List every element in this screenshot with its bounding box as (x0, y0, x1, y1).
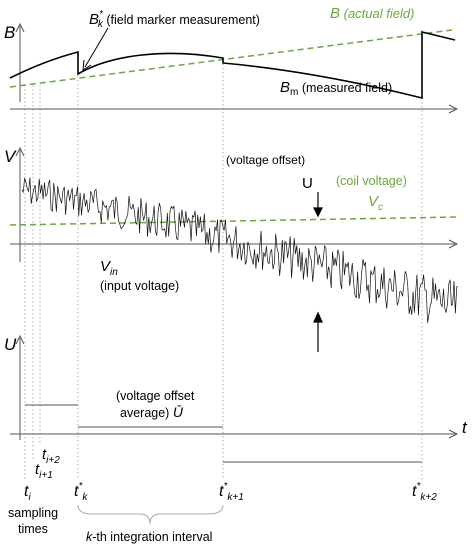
u-axis-arrow (15, 334, 25, 345)
marker-time-k: t*k (74, 481, 88, 503)
t-axis-arrow (448, 429, 459, 439)
sample-time-i1: ti+1 (35, 461, 53, 481)
b-axis-arrow (15, 22, 25, 33)
b-axis-h-arrow (448, 104, 459, 114)
offset-average-steps (25, 404, 422, 463)
field-marker-pointer (82, 27, 109, 71)
coil-voltage-symbol: Vc (368, 193, 383, 213)
field-marker-label: B* k (field marker measurement) (89, 9, 260, 30)
sample-time-i: ti (24, 483, 31, 503)
v-axis-arrow (15, 146, 25, 157)
input-voltage-symbol: Vin (100, 258, 118, 278)
v-axis-h-arrow (448, 239, 459, 249)
sample-time-i2: ti+2 (42, 446, 60, 466)
sampling-times-label-2: times (18, 522, 48, 536)
t-axis-label: t (462, 418, 468, 437)
marker-time-k1: t*k+1 (219, 481, 244, 503)
v-axis-label: V (4, 147, 17, 166)
voltage-offset-arrows (313, 192, 323, 352)
offset-average-line2: average) Ū (120, 404, 184, 420)
input-voltage-signal (21, 177, 459, 323)
measured-field-label: Bm (measured field) (280, 79, 392, 98)
marker-time-k2: t*k+2 (412, 481, 437, 503)
actual-field-line (9, 29, 453, 88)
b-axis-label: B (4, 23, 15, 42)
voltage-offset-desc: (voltage offset) (226, 153, 305, 167)
axes (10, 22, 459, 440)
offset-average-line1: (voltage offset (116, 389, 195, 403)
sampling-times-label-1: sampling (8, 506, 58, 520)
integration-interval-label: k-th integration interval (86, 530, 212, 544)
integration-interval-brace (77, 504, 224, 525)
u-axis-label: U (4, 335, 17, 354)
time-guide-lines (24, 30, 423, 480)
voltage-offset-symbol: U (302, 175, 313, 192)
actual-field-label: B (actual field) (330, 5, 414, 22)
input-voltage-desc: (input voltage) (100, 279, 179, 293)
coil-voltage-desc: (coil voltage) (336, 174, 407, 188)
measured-field-curve (9, 30, 456, 100)
coil-voltage-line (9, 216, 459, 226)
